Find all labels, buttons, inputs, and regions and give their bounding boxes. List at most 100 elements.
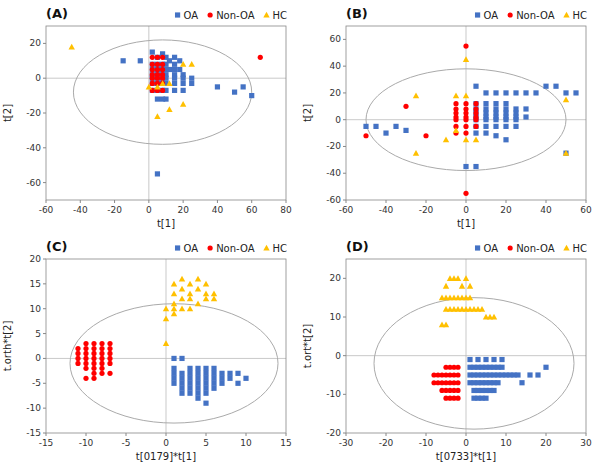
point <box>171 281 177 287</box>
legend-label: OA <box>184 10 199 21</box>
point <box>163 340 169 346</box>
tick-label: 0 <box>335 351 341 361</box>
tick <box>286 433 287 436</box>
tick <box>43 383 46 384</box>
point <box>160 62 165 67</box>
point <box>463 275 469 281</box>
point <box>383 130 388 135</box>
point <box>181 88 186 93</box>
tick <box>251 200 252 203</box>
point <box>455 275 461 281</box>
point <box>443 283 449 289</box>
tick <box>506 200 507 203</box>
tick-label: 10 <box>330 312 342 322</box>
point <box>499 357 504 362</box>
y-axis-label: t[2] <box>302 104 313 122</box>
tick <box>43 78 46 79</box>
point <box>179 391 184 396</box>
point <box>403 128 408 133</box>
tick-label: -40 <box>73 205 88 215</box>
panel-title: (A) <box>46 6 68 21</box>
point <box>69 44 75 50</box>
tick-label: 10 <box>500 438 512 448</box>
tick <box>343 200 346 201</box>
point <box>189 76 194 81</box>
point <box>563 151 568 156</box>
point <box>195 386 200 391</box>
x-axis-label: t[1] <box>457 218 475 229</box>
legend-label: HC <box>572 10 587 21</box>
point <box>83 361 88 366</box>
tick-label: 30 <box>580 438 592 448</box>
legend-label: OA <box>484 243 499 254</box>
point <box>463 164 468 169</box>
point <box>235 371 240 376</box>
point <box>473 101 478 106</box>
point <box>203 296 209 302</box>
point <box>160 62 165 67</box>
point <box>459 283 465 289</box>
y-axis-label: t.orth*t[2] <box>2 321 13 372</box>
point <box>553 84 558 89</box>
point <box>491 314 497 320</box>
point <box>463 124 468 129</box>
tick <box>343 119 346 120</box>
point <box>453 117 458 122</box>
point <box>155 76 160 81</box>
tick <box>506 433 507 436</box>
point <box>203 401 208 406</box>
point <box>83 356 88 361</box>
point <box>195 391 200 396</box>
tick <box>386 200 387 203</box>
point <box>83 366 88 371</box>
point <box>543 365 548 370</box>
point <box>475 357 480 362</box>
point <box>171 291 177 297</box>
legend-marker <box>208 245 213 250</box>
point <box>515 372 520 377</box>
point <box>187 376 192 381</box>
tick-label: -5 <box>32 378 41 388</box>
point <box>172 76 177 81</box>
point <box>155 76 160 81</box>
point <box>563 150 569 156</box>
point <box>160 55 165 60</box>
series <box>363 43 478 195</box>
point <box>160 81 165 86</box>
point <box>75 356 80 361</box>
point <box>155 67 160 72</box>
panel-title: (B) <box>346 6 368 21</box>
point <box>171 371 176 376</box>
point <box>166 106 172 112</box>
point <box>91 341 96 346</box>
series <box>150 55 263 93</box>
tick-label: -60 <box>26 178 41 188</box>
point <box>171 306 177 312</box>
point <box>453 127 459 133</box>
tick <box>386 433 387 436</box>
point <box>160 67 165 72</box>
series <box>171 356 248 406</box>
point <box>91 371 96 376</box>
tick-label: -40 <box>26 143 41 153</box>
point <box>155 171 160 176</box>
point <box>503 117 508 122</box>
point <box>463 117 468 122</box>
reference-line <box>466 259 467 433</box>
point <box>467 294 473 300</box>
tick-label: 0 <box>35 73 41 83</box>
legend-marker <box>263 12 269 18</box>
point <box>163 315 169 321</box>
point <box>155 62 160 67</box>
point <box>393 124 398 129</box>
plot-area <box>346 26 586 200</box>
point <box>227 371 232 376</box>
point <box>211 291 217 297</box>
point <box>463 43 468 48</box>
tick-label: 40 <box>330 61 342 71</box>
point <box>75 361 80 366</box>
tick <box>343 66 346 67</box>
legend-item: Non-OA <box>208 10 255 21</box>
y-axis-label: t[2] <box>2 104 13 122</box>
point <box>83 341 88 346</box>
